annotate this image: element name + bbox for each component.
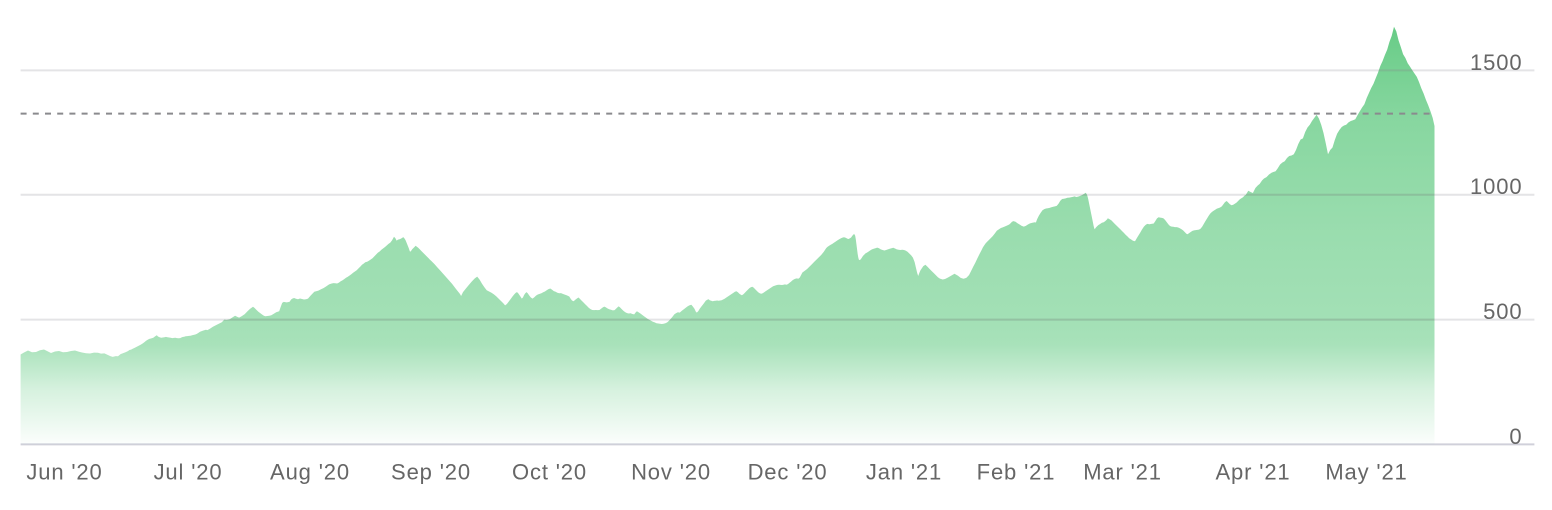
svg-text:Sep '20: Sep '20 (391, 460, 471, 485)
svg-text:Mar '21: Mar '21 (1083, 460, 1162, 485)
svg-text:Oct '20: Oct '20 (512, 460, 587, 485)
svg-text:Feb '21: Feb '21 (977, 460, 1056, 485)
svg-text:1000: 1000 (1470, 174, 1523, 199)
svg-text:Aug '20: Aug '20 (270, 460, 350, 485)
svg-text:Jan '21: Jan '21 (866, 460, 942, 485)
svg-text:Apr '21: Apr '21 (1216, 460, 1291, 485)
svg-text:0: 0 (1509, 424, 1522, 449)
svg-text:May '21: May '21 (1325, 460, 1407, 485)
svg-text:Jul '20: Jul '20 (154, 460, 223, 485)
svg-text:Nov '20: Nov '20 (631, 460, 711, 485)
svg-text:Jun '20: Jun '20 (26, 460, 102, 485)
svg-text:500: 500 (1483, 299, 1522, 324)
svg-text:1500: 1500 (1470, 50, 1523, 75)
svg-text:Dec '20: Dec '20 (748, 460, 828, 485)
